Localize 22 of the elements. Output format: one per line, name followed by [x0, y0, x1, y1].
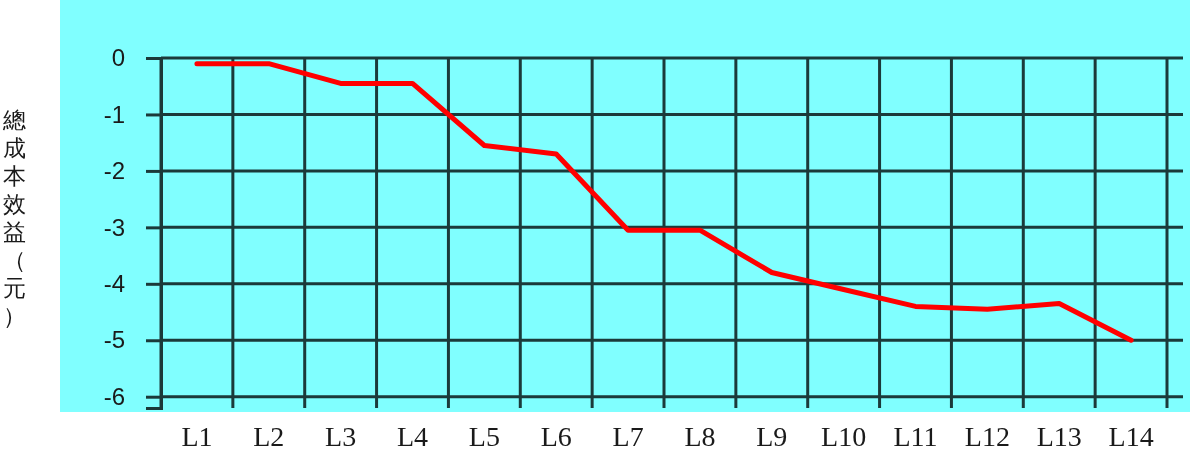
- x-tick-label: L7: [612, 420, 644, 452]
- y-tick-label: -6: [103, 382, 125, 410]
- y-tick-label: -4: [103, 269, 125, 297]
- x-tick-label: L10: [821, 420, 867, 452]
- x-tick-label: L6: [540, 420, 572, 452]
- x-tick-label: L1: [181, 420, 213, 452]
- y-tick-label: -5: [103, 326, 125, 354]
- x-tick-label: L8: [684, 420, 716, 452]
- y-tick-label: -1: [103, 100, 125, 128]
- x-tick-label: L3: [325, 420, 357, 452]
- x-tick-label: L5: [468, 420, 500, 452]
- y-axis-title: 總成本效益（元）: [1, 107, 26, 329]
- y-tick-label: 0: [111, 44, 125, 72]
- x-tick-label: L9: [756, 420, 788, 452]
- y-tick-label: -2: [103, 157, 125, 185]
- x-tick-label: L12: [964, 420, 1010, 452]
- x-tick-label: L4: [396, 420, 429, 452]
- x-tick-label: L13: [1036, 420, 1082, 452]
- x-tick-label: L14: [1108, 420, 1154, 452]
- x-tick-label: L2: [253, 420, 285, 452]
- x-tick-label: L11: [893, 420, 938, 452]
- y-tick-label: -3: [103, 213, 125, 241]
